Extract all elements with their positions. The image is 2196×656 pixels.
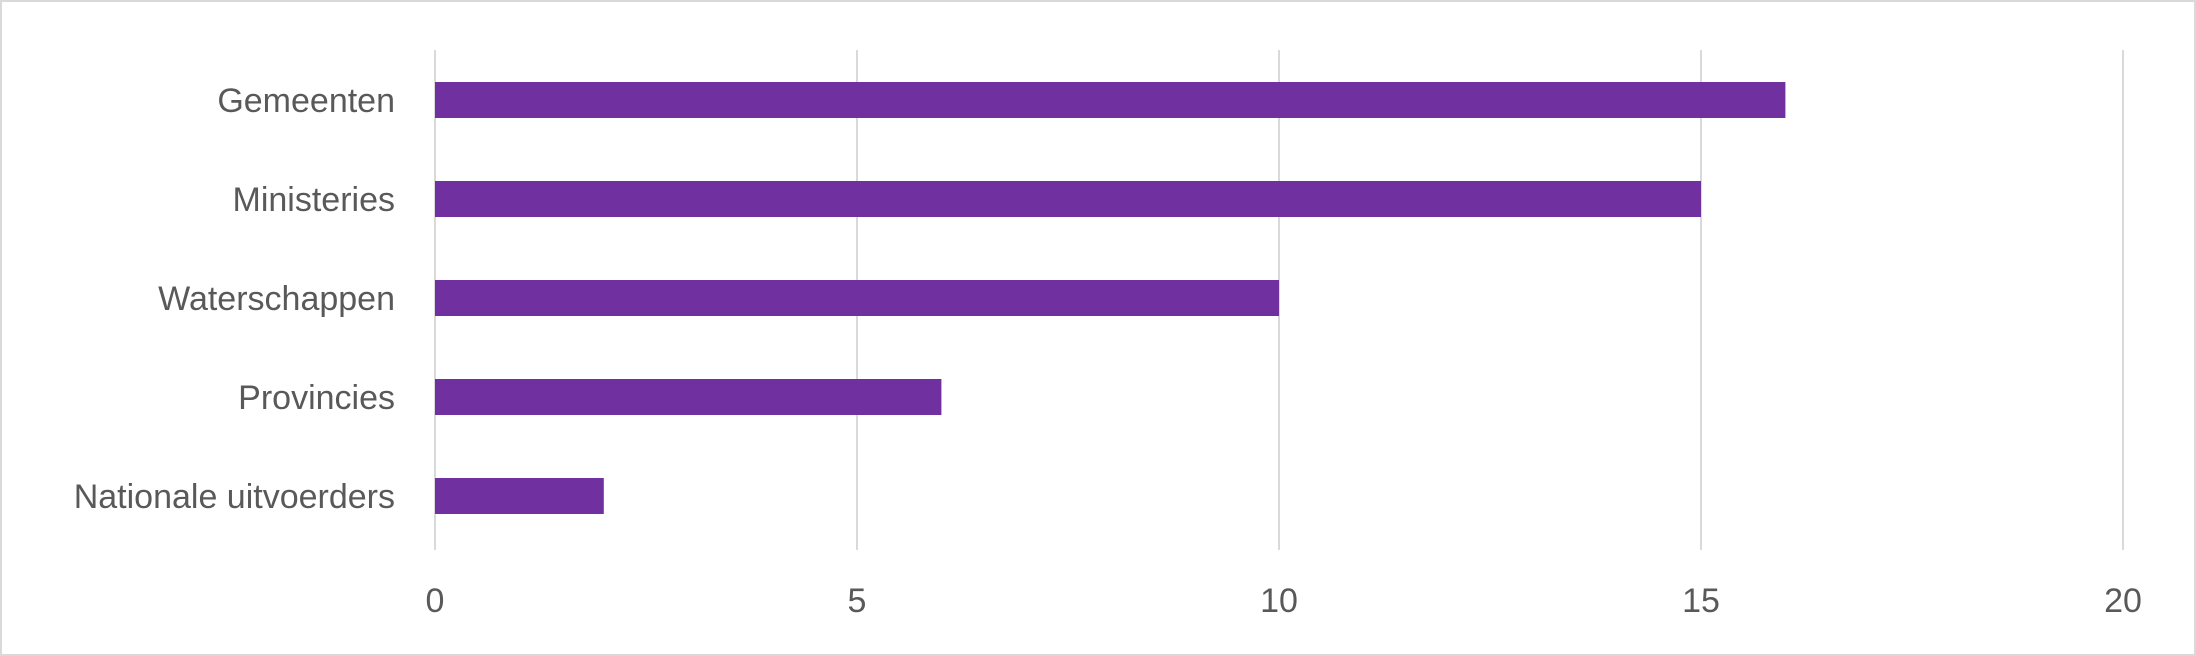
- category-label-nationale-uitvoerders: Nationale uitvoerders: [74, 478, 395, 516]
- category-label-ministeries: Ministeries: [233, 181, 395, 219]
- bar-ministeries: [435, 181, 1701, 217]
- category-label-waterschappen: Waterschappen: [158, 280, 395, 318]
- x-tick-label-0: 0: [426, 582, 445, 620]
- category-labels: Gemeenten Ministeries Waterschappen Provinc…: [74, 82, 395, 516]
- bars: [435, 82, 1786, 514]
- bar-gemeenten: [435, 82, 1786, 118]
- category-label-provincies: Provincies: [238, 379, 395, 417]
- x-tick-label-15: 15: [1682, 582, 1720, 620]
- category-label-gemeenten: Gemeenten: [217, 82, 395, 120]
- x-tick-label-10: 10: [1260, 582, 1298, 620]
- bar-nationale-uitvoerders: [435, 478, 604, 514]
- x-axis-tick-labels: 0 5 10 15 20: [426, 582, 2142, 620]
- bar-provincies: [435, 379, 942, 415]
- bar-waterschappen: [435, 280, 1279, 316]
- x-tick-label-5: 5: [848, 582, 867, 620]
- x-tick-label-20: 20: [2104, 582, 2142, 620]
